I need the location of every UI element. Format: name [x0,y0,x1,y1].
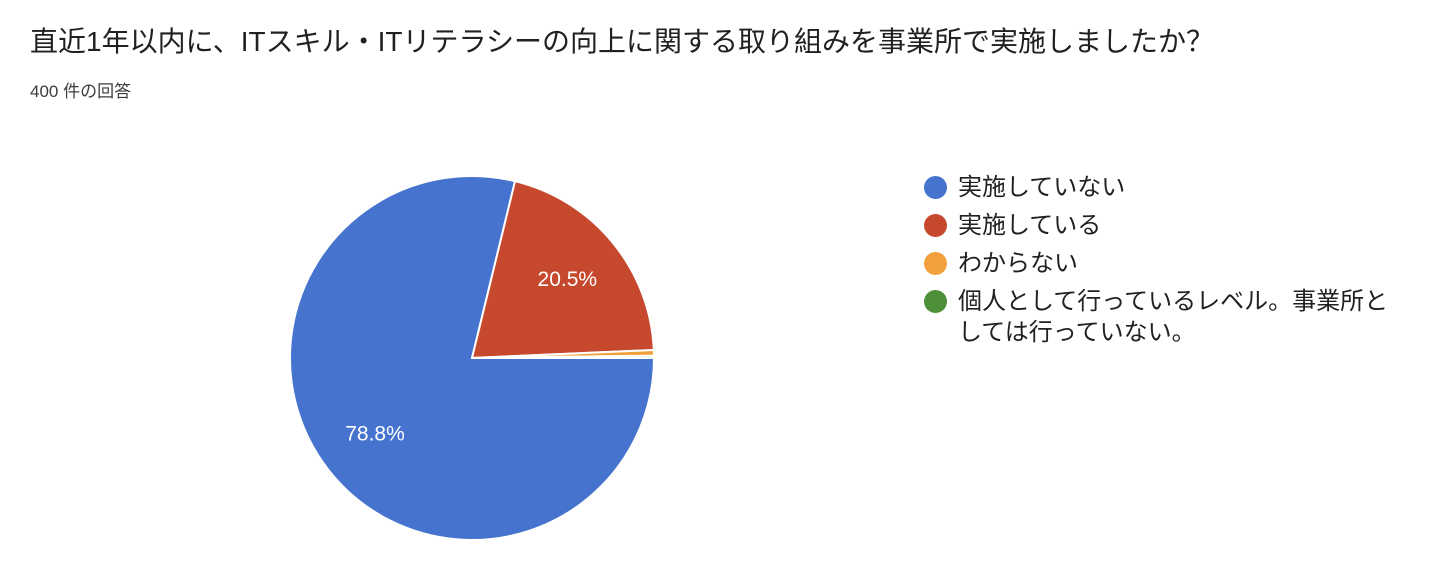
chart-title: 直近1年以内に、ITスキル・ITリテラシーの向上に関する取り組みを事業所で実施し… [30,26,1214,57]
legend-item: 個人として行っているレベル。事業所としては行っていない。 [924,286,1406,348]
pie-slice-label: 78.8% [345,423,405,446]
pie-slice [289,175,655,541]
legend-item: 実施している [924,210,1406,241]
pie-slice-label: 20.5% [538,268,598,291]
legend-item-label: 実施している [958,212,1102,239]
legend-swatch-icon [924,252,947,275]
response-count: 400 件の回答 [30,82,132,101]
legend: 実施していない 実施している わからない個人として行っているレベル。事業所としては行… [924,172,1406,348]
legend-item-label: わからない [958,250,1078,277]
pie-chart-svg: 78.8% 20.5% [289,175,656,541]
legend-item-label: 個人として行っているレベル。事業所としては行っていない。 [958,288,1389,346]
legend-item: わからない [924,248,1406,279]
pie-slice [471,180,655,359]
legend-swatch-icon [924,214,947,237]
legend-item: 実施していない [924,172,1406,203]
legend-swatch-icon [924,176,947,199]
pie-chart: 78.8% 20.5% [287,173,657,543]
pie-slice [471,354,656,359]
legend-item-label: 実施していない [958,174,1126,201]
legend-swatch-icon [924,290,947,313]
